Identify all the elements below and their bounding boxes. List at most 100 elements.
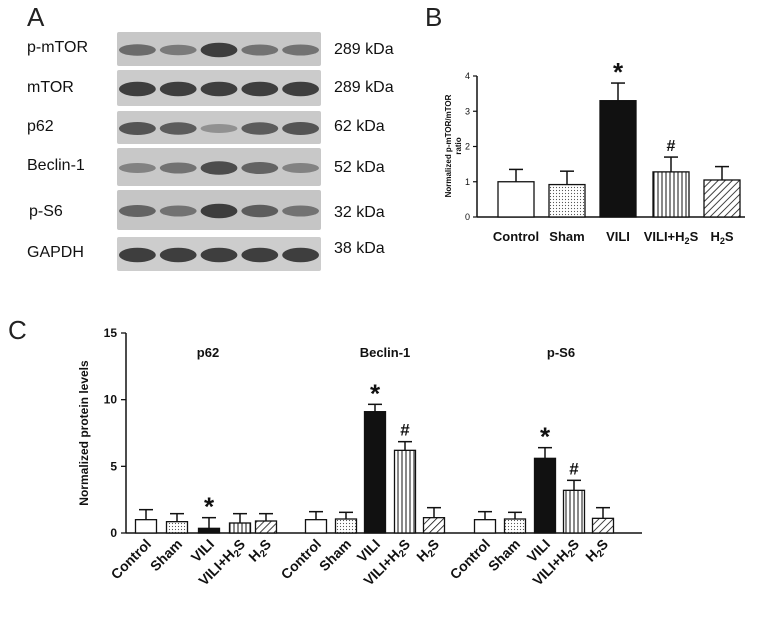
blot-band xyxy=(241,81,279,97)
blot-label: p-mTOR xyxy=(27,39,89,56)
blot-band xyxy=(241,162,279,174)
x-tick-label: H2S xyxy=(710,229,733,246)
blot-kda: 32 kDa xyxy=(334,204,385,221)
blot-band xyxy=(159,44,197,56)
panel-c-letter: C xyxy=(8,315,27,345)
blot-band xyxy=(159,247,197,263)
bar-p62-vili xyxy=(197,527,221,534)
blot-strip xyxy=(117,111,321,144)
blot-kda: 38 kDa xyxy=(334,240,385,257)
significance-hash: # xyxy=(569,459,579,478)
significance-hash: # xyxy=(400,421,410,440)
x-tick-label: Control xyxy=(447,536,494,583)
x-tick-label: Sham xyxy=(316,536,354,574)
blot-bands xyxy=(119,161,319,175)
significance-star: * xyxy=(204,492,215,522)
y-tick-label: 3 xyxy=(465,106,470,116)
group-title: p-S6 xyxy=(547,345,575,360)
y-tick-label: 0 xyxy=(110,526,117,540)
x-tick-label: Control xyxy=(493,229,539,244)
significance-star: * xyxy=(370,378,381,408)
blot-bands xyxy=(119,42,319,58)
y-tick-label: 0 xyxy=(465,212,470,222)
bar-p-s6-vili-h2s xyxy=(562,489,586,534)
blot-band xyxy=(241,44,279,56)
blot-label: p-S6 xyxy=(29,203,63,220)
blot-band xyxy=(200,124,238,133)
blot-band xyxy=(119,44,156,56)
y-tick-label: 5 xyxy=(110,459,117,473)
bar-p62-sham xyxy=(165,521,189,534)
blot-band xyxy=(282,205,319,217)
y-tick-label: 2 xyxy=(465,142,470,152)
blot-band xyxy=(119,81,156,97)
y-tick-label: 4 xyxy=(465,71,470,81)
blot-label: p62 xyxy=(27,118,54,135)
group-title: Beclin-1 xyxy=(360,345,411,360)
blot-band xyxy=(119,247,156,263)
blot-band xyxy=(159,81,197,97)
bar-beclin-1-vili xyxy=(363,411,387,534)
blot-bands xyxy=(119,247,319,263)
blot-band xyxy=(282,44,319,56)
blot-band xyxy=(200,161,238,175)
bar-beclin-1-h2s xyxy=(422,517,446,534)
x-tick-label: VILI+H2S xyxy=(644,229,699,246)
blot-band xyxy=(200,203,238,219)
blot-band xyxy=(282,163,319,173)
bar-beclin-1-vili-h2s xyxy=(393,449,417,534)
panel-a-letter: A xyxy=(27,2,45,32)
x-tick-label: Sham xyxy=(147,536,185,574)
significance-star: * xyxy=(540,422,551,452)
blot-strip xyxy=(117,237,321,271)
bar-p62-h2s xyxy=(254,520,278,534)
bar-vili-h2s xyxy=(652,171,690,218)
bar-p62-control xyxy=(134,519,158,534)
blot-band xyxy=(159,162,197,174)
bar-vili xyxy=(599,100,637,218)
bar-sham xyxy=(548,183,586,218)
blot-band xyxy=(119,122,156,135)
blot-label: GAPDH xyxy=(27,244,84,261)
bar-p62-vili-h2s xyxy=(228,522,252,534)
y-tick-label: 1 xyxy=(465,177,470,187)
y-axis-label: Normalized p-mTOR/mTORratio xyxy=(444,94,463,197)
panel-b-letter: B xyxy=(425,2,443,32)
blot-kda: 52 kDa xyxy=(334,159,385,176)
y-tick-label: 15 xyxy=(104,326,118,340)
blot-band xyxy=(200,247,238,263)
blot-band xyxy=(241,247,279,263)
blot-kda: 289 kDa xyxy=(334,79,394,96)
x-tick-label: Sham xyxy=(485,536,523,574)
blot-bands xyxy=(119,203,319,219)
blot-bands xyxy=(119,81,319,97)
group-title: p62 xyxy=(197,345,219,360)
bar-p-s6-control xyxy=(473,519,497,534)
bar-control xyxy=(497,181,535,218)
blot-band xyxy=(119,205,156,217)
bar-beclin-1-control xyxy=(304,519,328,534)
blot-strip xyxy=(117,70,321,106)
blot-band xyxy=(159,205,197,217)
y-axis-label: Normalized protein levels xyxy=(77,360,91,506)
blot-band xyxy=(241,122,279,135)
bar-h2s xyxy=(703,179,741,218)
blot-band xyxy=(282,81,319,97)
significance-hash: # xyxy=(667,138,676,155)
blot-bands xyxy=(119,122,319,135)
blot-band xyxy=(200,81,238,97)
blot-band xyxy=(282,122,319,135)
x-tick-label: H2S xyxy=(413,536,444,567)
significance-star: * xyxy=(613,57,624,87)
blot-kda: 62 kDa xyxy=(334,118,385,135)
blot-strip xyxy=(117,148,321,186)
y-tick-label: 10 xyxy=(104,393,118,407)
blot-label: Beclin-1 xyxy=(27,157,85,174)
blot-band xyxy=(282,247,319,263)
blot-band xyxy=(119,163,156,173)
x-tick-label: Control xyxy=(278,536,325,583)
blot-band xyxy=(159,122,197,135)
blot-strip xyxy=(117,32,321,66)
blot-strip xyxy=(117,190,321,230)
